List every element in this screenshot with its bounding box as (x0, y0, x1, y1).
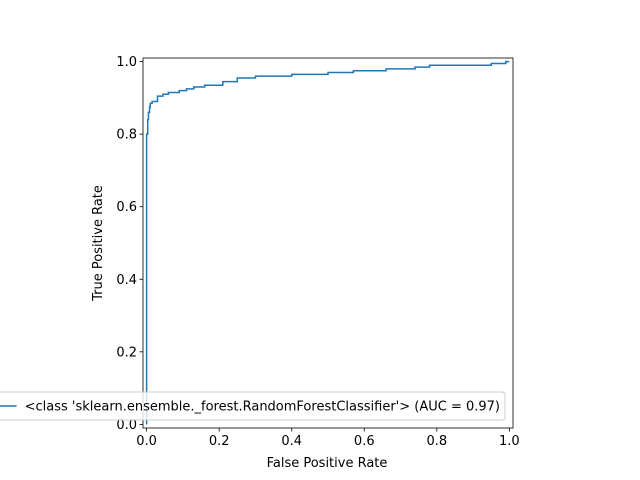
y-axis-label: True Positive Rate (91, 185, 106, 302)
x-tick-label: 0.8 (426, 434, 447, 449)
y-tick-label: 0.2 (116, 345, 137, 360)
y-tick-label: 0.4 (116, 273, 137, 288)
roc-curve-0 (145, 60, 510, 425)
axes-frame (142, 57, 514, 429)
y-tick-label: 0.0 (116, 418, 137, 433)
y-tick-label: 1.0 (116, 55, 137, 70)
x-tick-label: 1.0 (499, 434, 520, 449)
y-tick-label: 0.6 (116, 200, 137, 215)
x-axis-ticks: 0.0 0.2 0.4 0.6 0.8 1.0 (136, 428, 520, 449)
y-tick-label: 0.8 (116, 128, 137, 143)
legend-box (0, 391, 506, 421)
x-axis-label: False Positive Rate (267, 456, 388, 471)
x-tick-label: 0.4 (281, 434, 302, 449)
x-tick-label: 0.6 (354, 434, 375, 449)
x-tick-label: 0.0 (136, 434, 157, 449)
legend: <class 'sklearn.ensemble._forest.RandomF… (0, 391, 506, 421)
legend-label: <class 'sklearn.ensemble._forest.RandomF… (25, 400, 500, 415)
plot-area (142, 57, 514, 429)
x-tick-label: 0.2 (209, 434, 230, 449)
y-axis-ticks: 0.0 0.2 0.4 0.6 0.8 1.0 (116, 55, 143, 433)
